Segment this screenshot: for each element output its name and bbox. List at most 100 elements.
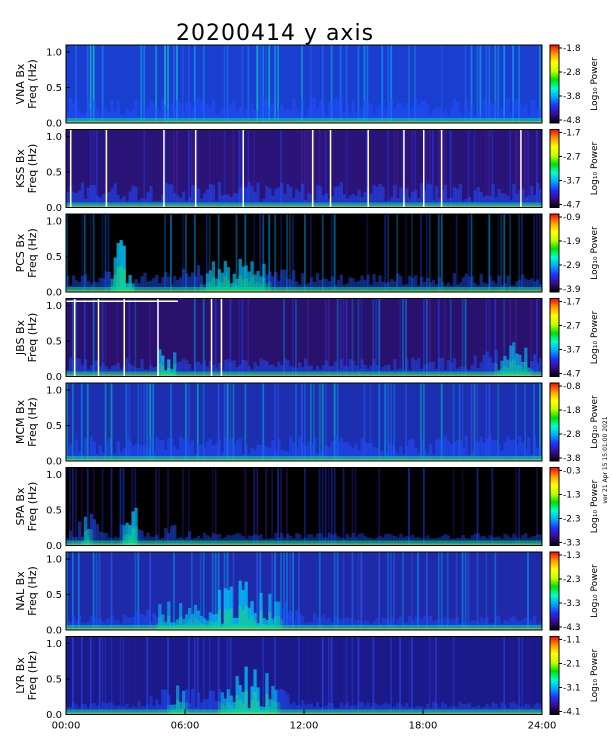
- plot-frame: [65, 129, 543, 208]
- x-tick-label: 12:00: [290, 721, 319, 732]
- colorbar-tick-label: -0.3: [563, 467, 581, 477]
- colorbar-tick-label: -1.8: [563, 44, 581, 54]
- panels: 0.0 0.5 1.0 VNA BxFreq (Hz) -1.8 -2.8 -3.8 -4.8…: [14, 44, 600, 721]
- colorbar-tick-label: -3.8: [563, 92, 581, 102]
- spectrogram-texture: [66, 45, 543, 123]
- colorbar-tick-label: -4.1: [563, 708, 581, 718]
- colorbar-label: Log₁₀ Power: [590, 395, 600, 449]
- plot-frame: [65, 213, 543, 293]
- colorbar-tick-label: -3.3: [563, 539, 581, 549]
- colorbar-tick-label: -4.3: [563, 623, 581, 633]
- colorbar-label: Log₁₀ Power: [590, 649, 600, 703]
- plot-frame: [65, 382, 543, 462]
- spectrogram-background: [66, 467, 542, 546]
- colorbar-tick-label: -1.7: [563, 129, 581, 139]
- colorbar-label: Log₁₀ Power: [590, 57, 600, 111]
- colorbar-tick-label: -2.8: [563, 68, 581, 78]
- y-tick-label: 1.0: [46, 132, 62, 143]
- colorbar-tick-label: -1.3: [563, 551, 581, 561]
- y-tick-label: 0.0: [46, 710, 62, 721]
- colorbar-tick-label: -0.8: [563, 382, 581, 392]
- y-tick-label: 0.0: [46, 288, 62, 299]
- colorbar-tick-label: -2.8: [563, 430, 581, 440]
- colorbar: [549, 298, 560, 377]
- x-tick-label: 24:00: [528, 721, 557, 732]
- y-tick-label: 1.0: [46, 470, 62, 481]
- colorbar-tick-label: -4.8: [563, 116, 581, 126]
- y-tick-label: 0.0: [46, 541, 62, 552]
- y-axis-label: MCM BxFreq (Hz): [14, 397, 39, 447]
- spectrogram-background: [66, 298, 542, 377]
- y-axis-label: LYR BxFreq (Hz): [14, 651, 39, 701]
- colorbar-tick-label: -2.1: [563, 660, 581, 670]
- y-tick-label: 0.5: [46, 168, 62, 179]
- x-axis: 00:00 06:00 12:00 18:00 24:00: [52, 709, 557, 732]
- colorbar-tick-label: -1.1: [563, 636, 581, 646]
- y-tick-label: 1.0: [46, 301, 62, 312]
- y-tick-label: 0.5: [46, 83, 62, 94]
- colorbar-tick-label: -2.7: [563, 153, 581, 163]
- colorbar-tick-label: -3.9: [563, 285, 581, 295]
- plot-frame: [65, 44, 543, 124]
- colorbar-tick-label: -1.8: [563, 406, 581, 416]
- y-tick-label: 0.5: [46, 421, 62, 432]
- colorbar-label: Log₁₀ Power: [590, 311, 600, 365]
- colorbar-tick-label: -2.3: [563, 575, 581, 585]
- x-tick-label: 00:00: [52, 721, 81, 732]
- y-tick-label: 1.0: [46, 639, 62, 650]
- colorbar-tick-label: -4.7: [563, 370, 581, 380]
- colorbar: [549, 44, 560, 124]
- y-tick-label: 0.5: [46, 590, 62, 601]
- colorbar: [549, 467, 560, 546]
- colorbar-label: Log₁₀ Power: [590, 480, 600, 534]
- colorbar-tick-label: -0.9: [563, 213, 581, 223]
- spectrogram-texture: [66, 383, 543, 461]
- x-tick-label: 06:00: [171, 721, 200, 732]
- colorbar: [549, 636, 560, 715]
- y-tick-label: 1.0: [46, 555, 62, 566]
- y-axis-label: SPA BxFreq (Hz): [14, 482, 39, 532]
- colorbar-tick-label: -4.7: [563, 201, 581, 211]
- y-tick-label: 0.0: [46, 457, 62, 468]
- panel-mcm: 0.0 0.5 1.0 MCM BxFreq (Hz) -0.8 -1.8 -2.8 -3.8…: [14, 382, 600, 468]
- colorbar: [549, 551, 560, 631]
- panel-jbs: 0.0 0.5 1.0 JBS BxFreq (Hz) -1.7 -2.7 -3.7 -4.7…: [14, 298, 600, 384]
- y-axis-label: VNA BxFreq (Hz): [14, 59, 39, 109]
- colorbar-tick-label: -1.9: [563, 237, 581, 247]
- colorbar-tick-label: -2.7: [563, 322, 581, 332]
- panel-nal: 0.0 0.5 1.0 NAL BxFreq (Hz) -1.3 -2.3 -3.3 -4.3…: [14, 551, 600, 637]
- y-tick-label: 0.0: [46, 626, 62, 637]
- y-tick-label: 0.5: [46, 252, 62, 263]
- chart-title: 20200414 y axis: [176, 21, 374, 46]
- spectrogram-texture: [66, 552, 543, 630]
- colorbar: [549, 382, 560, 462]
- spectrogram-texture: [66, 129, 543, 208]
- colorbar-tick-label: -3.3: [563, 599, 581, 609]
- plot-frame: [65, 551, 543, 631]
- colorbar-label: Log₁₀ Power: [590, 564, 600, 618]
- colorbar-tick-label: -3.7: [563, 177, 581, 187]
- y-tick-label: 1.0: [46, 386, 62, 397]
- colorbar-tick-label: -3.1: [563, 684, 581, 694]
- colorbar-tick-label: -1.3: [563, 491, 581, 501]
- y-tick-label: 0.5: [46, 675, 62, 686]
- spectrogram-background: [66, 636, 542, 715]
- spectrogram-texture: [66, 214, 543, 292]
- panel-spa: 0.0 0.5 1.0 SPA BxFreq (Hz) -0.3 -1.3 -2.3 -3.3…: [14, 467, 600, 553]
- x-tick-label: 18:00: [409, 721, 438, 732]
- spectrogram-texture: [66, 298, 543, 377]
- colorbar-tick-label: -2.3: [563, 515, 581, 525]
- plot-frame: [65, 298, 543, 377]
- colorbar-tick-label: -3.7: [563, 346, 581, 356]
- colorbar-label: Log₁₀ Power: [590, 226, 600, 280]
- colorbar-label: Log₁₀ Power: [590, 142, 600, 196]
- y-axis-label: PCS BxFreq (Hz): [14, 228, 39, 278]
- colorbar-tick-label: -3.8: [563, 454, 581, 464]
- spectrogram-texture: [66, 467, 543, 546]
- colorbar-tick-label: -2.9: [563, 261, 581, 271]
- y-tick-label: 0.5: [46, 506, 62, 517]
- panel-pcs: 0.0 0.5 1.0 PCS BxFreq (Hz) -0.9 -1.9 -2.9 -3.9…: [14, 213, 600, 299]
- panel-vna: 0.0 0.5 1.0 VNA BxFreq (Hz) -1.8 -2.8 -3.8 -4.8…: [14, 44, 600, 130]
- y-tick-label: 0.0: [46, 203, 62, 214]
